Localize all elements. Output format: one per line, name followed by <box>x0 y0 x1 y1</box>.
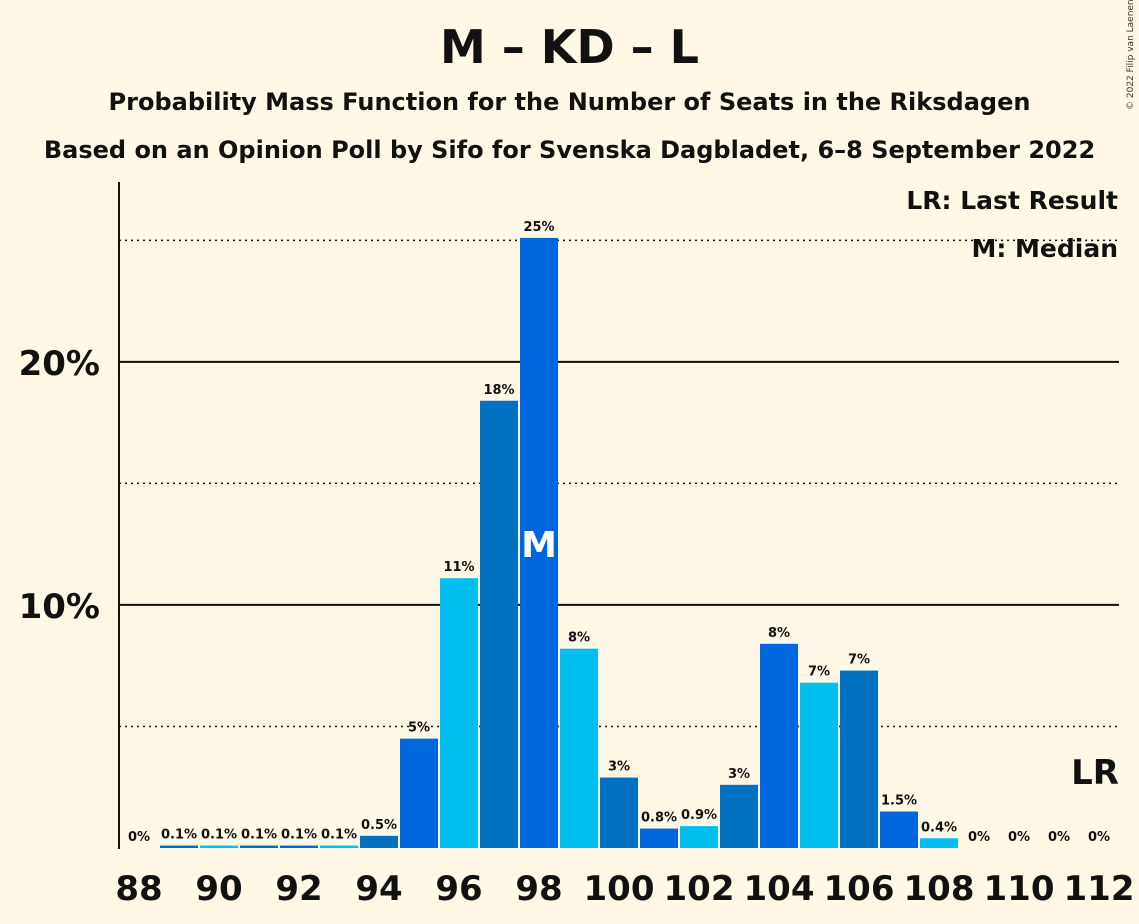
bar-label-111: 0% <box>1048 830 1070 845</box>
bar-108 <box>920 838 958 848</box>
bar-label-97: 18% <box>483 383 514 398</box>
legend-item: M: Median <box>971 234 1118 263</box>
chart-title: M – KD – L <box>440 20 699 74</box>
bar-label-90: 0.1% <box>201 828 237 843</box>
bar-92 <box>280 845 318 848</box>
x-tick-label: 94 <box>355 869 402 909</box>
bar-label-92: 0.1% <box>281 828 317 843</box>
bar-104 <box>760 643 798 848</box>
bar-label-94: 0.5% <box>361 818 397 833</box>
y-tick-label: 10% <box>19 587 100 627</box>
y-ticks: 10% 20% <box>19 344 100 627</box>
chart-subtitle: Probability Mass Function for the Number… <box>108 88 1031 116</box>
bar-label-102: 0.9% <box>681 808 717 823</box>
bar-label-95: 5% <box>408 721 430 736</box>
x-tick-label: 102 <box>664 869 735 909</box>
y-tick-label: 20% <box>19 344 100 384</box>
bar-95 <box>400 738 438 848</box>
bar-label-106: 7% <box>848 653 870 668</box>
bar-89 <box>160 845 198 848</box>
x-tick-label: 100 <box>584 869 655 909</box>
bar-label-108: 0.4% <box>921 820 957 835</box>
bar-107 <box>880 811 918 848</box>
grid-lines <box>119 239 1119 728</box>
bar-106 <box>840 670 878 848</box>
bar-96 <box>440 578 478 848</box>
last-result-marker: LR <box>1071 753 1119 793</box>
legend-item: LR: Last Result <box>906 186 1118 215</box>
x-tick-label: 112 <box>1064 869 1135 909</box>
bar-101 <box>640 828 678 848</box>
bar-labels: 0% 0.1% 0.1% 0.1% 0.1% 0.1% 0.5% 5% 11% 18% 25% 8% 3… <box>128 220 1110 845</box>
bar-103 <box>720 784 758 848</box>
bar-label-109: 0% <box>968 830 990 845</box>
x-tick-label: 88 <box>115 869 162 909</box>
bar-99 <box>560 648 598 848</box>
bar-93 <box>320 845 358 848</box>
bar-94 <box>360 835 398 848</box>
x-tick-label: 104 <box>744 869 815 909</box>
x-tick-label: 98 <box>515 869 562 909</box>
x-tick-label: 106 <box>824 869 895 909</box>
legend: LR: Last Result M: Median <box>906 186 1118 263</box>
bar-label-91: 0.1% <box>241 828 277 843</box>
bar-98 <box>520 237 558 849</box>
x-tick-label: 108 <box>904 869 975 909</box>
x-ticks: 88 90 92 94 96 98 100 102 104 106 108 110 112 <box>115 869 1134 909</box>
x-tick-label: 110 <box>984 869 1055 909</box>
bar-label-99: 8% <box>568 631 590 646</box>
bar-label-107: 1.5% <box>881 794 917 809</box>
bar-label-93: 0.1% <box>321 828 357 843</box>
x-tick-label: 92 <box>275 869 322 909</box>
bar-label-105: 7% <box>808 665 830 680</box>
bar-label-104: 8% <box>768 626 790 641</box>
median-marker: M <box>521 525 557 566</box>
bar-label-112: 0% <box>1088 830 1110 845</box>
bar-100 <box>600 777 638 848</box>
bar-label-88: 0% <box>128 830 150 845</box>
x-tick-label: 96 <box>435 869 482 909</box>
bars <box>160 237 958 849</box>
bar-label-110: 0% <box>1008 830 1030 845</box>
bar-105 <box>800 682 838 848</box>
bar-label-101: 0.8% <box>641 811 677 826</box>
x-tick-label: 90 <box>195 869 242 909</box>
bar-102 <box>680 826 718 848</box>
bar-label-100: 3% <box>608 760 630 775</box>
bar-label-103: 3% <box>728 767 750 782</box>
bar-label-89: 0.1% <box>161 828 197 843</box>
bar-90 <box>200 845 238 848</box>
bar-label-98: 25% <box>523 220 554 235</box>
chart-subtitle-poll: Based on an Opinion Poll by Sifo for Sve… <box>43 136 1096 164</box>
bar-label-96: 11% <box>443 560 474 575</box>
bar-97 <box>480 400 518 848</box>
markers: M LR <box>521 525 1119 793</box>
bar-91 <box>240 845 278 848</box>
